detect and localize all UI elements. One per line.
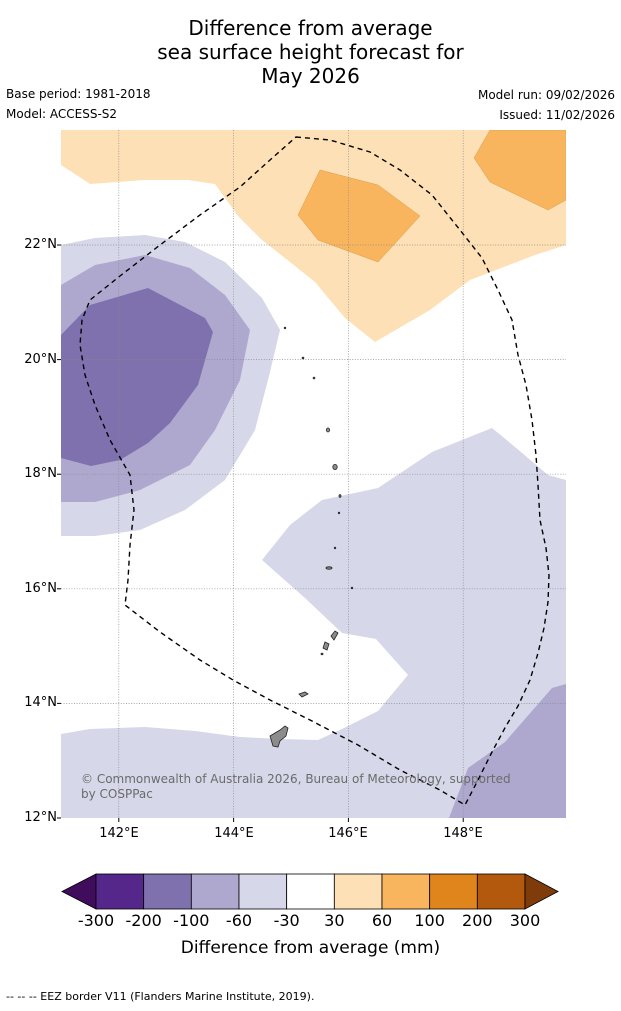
title-line-3: May 2026 — [261, 64, 360, 88]
island-saipan — [330, 630, 339, 641]
eez-legend-footer: -- -- -- EEZ border V11 (Flanders Marine… — [6, 990, 315, 1003]
colorbar-tick-label: 200 — [462, 911, 493, 930]
colorbar-bin — [190, 873, 240, 910]
chart-title: Difference from average sea surface heig… — [0, 16, 621, 88]
contour-60-100-center — [297, 169, 421, 263]
colorbar-tick-label: -30 — [273, 911, 300, 930]
colorbar-bin — [381, 873, 431, 910]
island-maug — [301, 356, 305, 360]
island-alamagan — [338, 494, 342, 498]
lon-tick-144e: 144°E — [214, 826, 254, 841]
island-pagan — [332, 463, 338, 470]
model-run-text: Model run: 09/02/2026 — [477, 88, 615, 102]
island-asuncion — [312, 376, 316, 380]
island-guguan — [337, 511, 341, 515]
island-sarigan — [333, 546, 337, 550]
lat-tick-14n: 14°N — [24, 695, 57, 710]
contour-60-100-ne — [473, 130, 566, 211]
colorbar-bin — [143, 873, 192, 910]
island-tinian — [322, 641, 330, 651]
lat-tick-20n: 20°N — [24, 352, 57, 367]
lon-tick-142e: 142°E — [99, 826, 139, 841]
gridlines — [61, 130, 566, 818]
island-agrihan — [325, 427, 330, 433]
lat-tick-16n: 16°N — [24, 581, 57, 596]
island-anatahan — [325, 566, 333, 570]
colorbar-bin — [429, 873, 478, 910]
contour-30-60-north — [61, 130, 566, 342]
colorbar — [61, 873, 559, 910]
colorbar-tick-label: -60 — [225, 911, 253, 930]
colorbar-bin — [238, 873, 288, 910]
contour-neg30-neg60-east — [61, 428, 566, 818]
lat-tick-22n: 22°N — [24, 237, 57, 252]
lon-tick-146e: 146°E — [328, 826, 368, 841]
colorbar-tick-label: -100 — [173, 911, 210, 930]
island-farallon-de-pajaros — [283, 326, 287, 330]
colorbar-bin — [286, 873, 335, 910]
lat-tick-12n: 12°N — [24, 810, 57, 825]
model-text: Model: ACCESS-S2 — [6, 107, 118, 121]
lat-tick-18n: 18°N — [24, 466, 57, 481]
colorbar-extend-low — [61, 873, 97, 910]
colorbar-tick-label: 100 — [414, 911, 445, 930]
island-outlines — [269, 326, 354, 748]
colorbar-bin — [333, 873, 383, 910]
colorbar-title: Difference from average (mm) — [180, 938, 441, 958]
contour-neg100-neg200-west — [61, 288, 213, 466]
title-line-2: sea surface height forecast for — [157, 40, 464, 64]
colorbar-tick-label: -300 — [77, 911, 115, 930]
title-line-1: Difference from average — [188, 16, 433, 40]
island-aguijan — [320, 652, 324, 656]
colorbar-bin — [95, 873, 145, 910]
colorbar-tick-label: 30 — [324, 911, 345, 930]
colorbar-tick-label: -200 — [125, 911, 162, 930]
issued-text: Issued: 11/02/2026 — [499, 108, 615, 122]
copyright-notice: © Commonwealth of Australia 2026, Bureau… — [81, 772, 511, 801]
lon-tick-148e: 148°E — [443, 826, 483, 841]
island-rota — [298, 691, 309, 698]
base-period-text: Base period: 1981-2018 — [6, 87, 151, 101]
colorbar-tick-label: 60 — [371, 911, 393, 930]
contour-neg60-neg100-se — [449, 684, 566, 818]
colorbar-extend-high — [524, 873, 559, 910]
colorbar-bin — [476, 873, 526, 910]
island-guam — [269, 725, 289, 748]
colorbar-tick-label: 300 — [509, 911, 541, 930]
island-farallon-de-medinilla — [350, 586, 354, 590]
axis-ticks — [57, 244, 464, 822]
